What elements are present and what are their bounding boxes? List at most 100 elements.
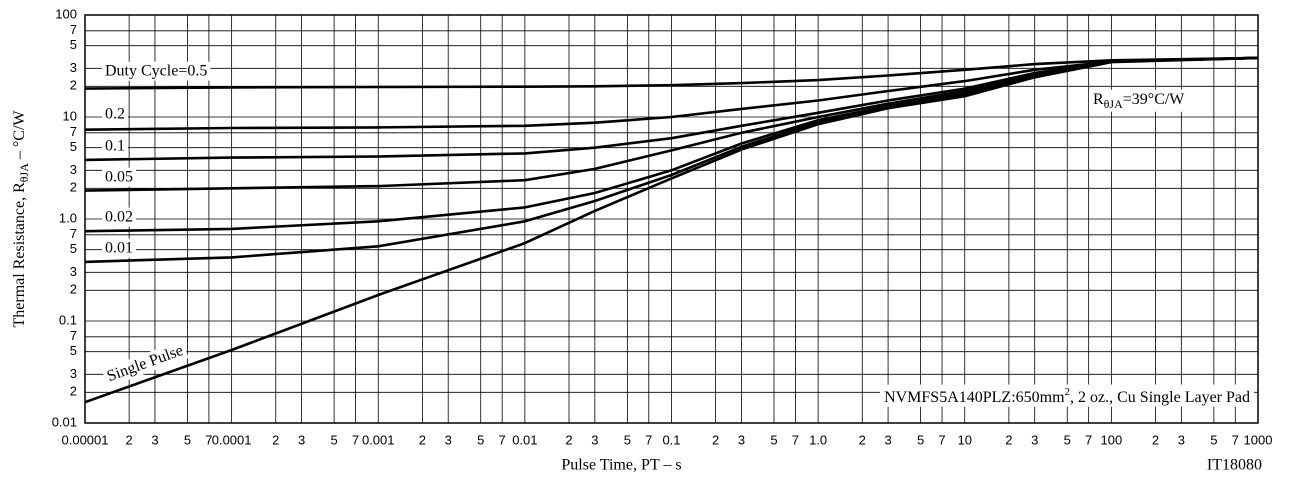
label-bg	[102, 207, 136, 227]
x-tick-label: 7	[499, 432, 506, 447]
x-tick-label: 3	[591, 432, 598, 447]
label-bg	[101, 340, 189, 388]
x-tick-label: 7	[352, 432, 359, 447]
y-tick-label: 3	[70, 366, 77, 381]
x-tick-label: 0.01	[512, 432, 537, 447]
series-line	[84, 56, 1259, 90]
y-tick-label: 2	[70, 78, 77, 93]
y-tick-label: 3	[70, 162, 77, 177]
rthja-subscript: θJA	[1104, 97, 1123, 111]
y-tick-label: 7	[70, 328, 77, 343]
x-tick-label: 0.0001	[212, 432, 252, 447]
y-tick-label: 2	[70, 384, 77, 399]
label-bg	[102, 238, 136, 258]
y-tick-label: 100	[55, 6, 77, 21]
y-axis-label: Thermal Resistance, RθJA – °C/W	[11, 110, 31, 328]
x-tick-label: 5	[1210, 432, 1217, 447]
series-label-group: 0.02	[102, 207, 136, 227]
x-tick-label: 7	[205, 432, 212, 447]
series-label-group: 0.1	[102, 136, 128, 156]
y-tick-label: 5	[70, 139, 77, 154]
x-tick-label: 5	[770, 432, 777, 447]
series-label: Duty Cycle=0.5	[105, 63, 207, 80]
x-tick-label: 2	[1152, 432, 1159, 447]
note-text: NVMFS5A140PLZ:650mm2, 2 oz., Cu Single L…	[884, 386, 1250, 406]
x-tick-label: 5	[1064, 432, 1071, 447]
x-tick-label: 2	[565, 432, 572, 447]
x-tick-label: 7	[938, 432, 945, 447]
y-tick-label: 7	[70, 226, 77, 241]
rthja-symbol: R	[1093, 91, 1104, 108]
x-tick-label: 3	[1031, 432, 1038, 447]
y-tick-label: 3	[70, 60, 77, 75]
x-tick-label: 2	[1005, 432, 1012, 447]
y-tick-label: 10	[63, 108, 77, 123]
x-tick-label: 2	[272, 432, 279, 447]
series-label: 0.02	[105, 209, 133, 226]
x-tick-label: 3	[151, 432, 158, 447]
series-label: 0.05	[105, 169, 133, 186]
label-bg	[880, 384, 1254, 407]
x-tick-label: 3	[884, 432, 891, 447]
x-tick-label: 1000	[1244, 432, 1273, 447]
x-tick-label: 7	[1232, 432, 1239, 447]
x-tick-label: 2	[712, 432, 719, 447]
y-tick-label: 2	[70, 282, 77, 297]
y-tick-label: 5	[70, 241, 77, 256]
series-line	[84, 56, 1259, 131]
x-tick-label: 10	[958, 432, 972, 447]
series-label: Single Pulse	[105, 342, 186, 385]
label-bg	[102, 104, 128, 124]
figure-id: IT18080	[1207, 457, 1262, 474]
rthja-text: RθJA=39°C/W	[1093, 91, 1185, 111]
label-bg	[102, 136, 128, 156]
y-tick-label: 5	[70, 37, 77, 52]
note-sup: 2	[1065, 386, 1071, 398]
note-annotation: NVMFS5A140PLZ:650mm2, 2 oz., Cu Single L…	[880, 384, 1254, 407]
x-tick-label: 2	[859, 432, 866, 447]
x-tick-label: 5	[624, 432, 631, 447]
y-label-main: Thermal Resistance, R	[11, 182, 28, 328]
series-label: 0.01	[105, 240, 133, 257]
y-tick-label: 0.01	[52, 414, 77, 429]
series-label-group: 0.01	[102, 238, 136, 258]
x-tick-label: 0.00001	[62, 432, 109, 447]
series-label-group: Duty Cycle=0.5	[102, 61, 211, 81]
x-tick-label: 7	[792, 432, 799, 447]
x-tick-label: 0.1	[662, 432, 680, 447]
series-label: 0.1	[105, 138, 125, 155]
x-tick-label: 1.0	[809, 432, 827, 447]
y-tick-label: 1.0	[59, 210, 77, 225]
label-bg	[1089, 89, 1190, 112]
note-rest: , 2 oz., Cu Single Layer Pad	[1070, 389, 1250, 406]
y-tick-label: 0.1	[59, 312, 77, 327]
x-tick-label: 7	[1085, 432, 1092, 447]
x-tick-label: 7	[645, 432, 652, 447]
label-bg	[102, 167, 136, 187]
series-label: 0.2	[105, 106, 125, 123]
x-tick-label: 2	[419, 432, 426, 447]
x-tick-label: 3	[298, 432, 305, 447]
rthja-value: =39°C/W	[1123, 91, 1186, 108]
x-tick-label: 5	[184, 432, 191, 447]
series-label-group: 0.2	[102, 104, 128, 124]
x-axis-label: Pulse Time, PT – s	[561, 457, 681, 474]
y-label-sub: θJA	[17, 163, 31, 182]
plot-frame	[84, 14, 1259, 424]
x-tick-label: 100	[1101, 432, 1123, 447]
y-tick-label: 2	[70, 180, 77, 195]
x-tick-label: 5	[330, 432, 337, 447]
x-tick-label: 0.001	[362, 432, 395, 447]
series-line	[84, 56, 1259, 162]
y-label-unit: – °C/W	[11, 110, 28, 164]
rthja-annotation: RθJA=39°C/W	[1089, 89, 1190, 112]
note-main: NVMFS5A140PLZ:650mm	[884, 389, 1065, 406]
y-tick-label: 7	[70, 124, 77, 139]
y-tick-label: 3	[70, 264, 77, 279]
x-tick-label: 5	[477, 432, 484, 447]
label-bg	[102, 61, 211, 81]
series-label-group: 0.05	[102, 167, 136, 187]
series-line	[84, 56, 1259, 404]
x-tick-label: 5	[917, 432, 924, 447]
